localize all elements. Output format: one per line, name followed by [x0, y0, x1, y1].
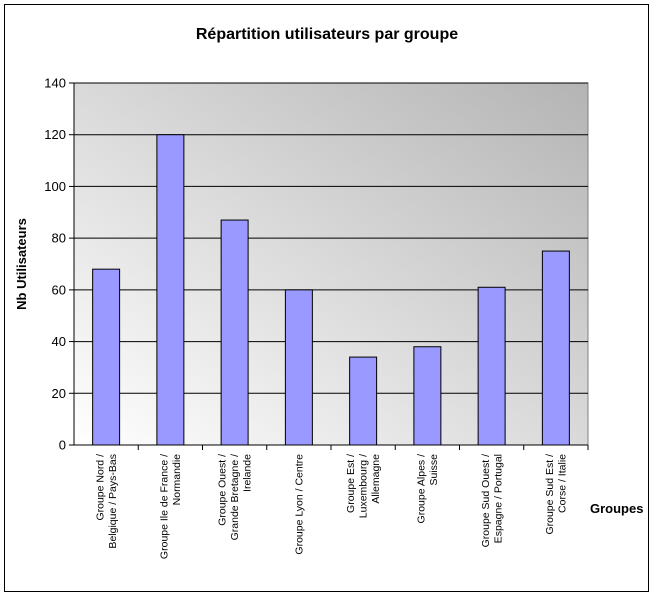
x-tick-label: Groupe Est /Luxembourg /Allemagne: [345, 454, 382, 518]
x-tick-label-line: Groupe Nord /: [94, 454, 106, 521]
x-tick-label-line: Belgique / Pays-Bas: [107, 454, 119, 549]
y-tick-label: 100: [44, 179, 66, 194]
bars: [92, 134, 570, 446]
x-axis-title: Groupes: [590, 501, 643, 516]
x-tick-label-line: Groupe Est /: [345, 454, 357, 513]
bar: [220, 219, 249, 446]
chart-title: Répartition utilisateurs par groupe: [196, 26, 458, 43]
x-tick-label-line: Irelande: [242, 454, 254, 492]
x-tick-label-line: Groupe Ouest /: [217, 454, 229, 526]
x-tick-label-line: Luxembourg /: [358, 454, 370, 518]
x-tick-label: Groupe Nord /Belgique / Pays-Bas: [94, 454, 119, 549]
x-tick-label: Groupe Ile de France /Normandie: [159, 454, 184, 559]
x-tick-label-line: Espagne / Portugal: [492, 454, 504, 543]
bar: [413, 346, 442, 446]
y-tick-label: 80: [52, 231, 66, 246]
y-tick-label: 0: [59, 438, 66, 453]
x-tick-label: Groupe Sud Ouest /Espagne / Portugal: [480, 454, 505, 547]
x-tick-label-line: Groupe Alpes /: [416, 454, 428, 524]
y-tick-label: 140: [44, 76, 66, 91]
bar: [541, 250, 570, 446]
x-tick-label-line: Groupe Lyon / Centre: [293, 454, 305, 555]
y-tick-label: 60: [52, 282, 66, 297]
y-tick-label: 20: [52, 386, 66, 401]
x-tick-label-line: Groupe Sud Ouest /: [480, 454, 492, 547]
x-tick-label: Groupe Alpes /Suisse: [416, 454, 441, 524]
y-tick-label: 120: [44, 127, 66, 142]
x-tick-label: Groupe Sud Est /Corse / Italie: [544, 454, 569, 535]
y-axis-ticks: 0 20 40 60 80 100 120 140: [44, 76, 74, 453]
x-tick-label-line: Suisse: [428, 454, 440, 486]
x-tick-label-line: Allemagne: [370, 454, 382, 504]
x-tick-label-line: Grande Bretagne /: [229, 454, 241, 540]
x-tick-label: Groupe Lyon / Centre: [293, 454, 305, 555]
x-tick-label-line: Groupe Sud Est /: [544, 454, 556, 535]
x-tick-label: Groupe Ouest /Grande Bretagne /Irelande: [217, 454, 254, 541]
x-tick-label-line: Normandie: [171, 454, 183, 506]
x-tick-label-line: Groupe Ile de France /: [159, 454, 171, 559]
plot-area: [73, 82, 589, 446]
x-tick-label-line: Corse / Italie: [557, 454, 569, 513]
chart-frame: Répartition utilisateurs par groupe 0 20 4…: [4, 4, 649, 592]
y-tick-label: 40: [52, 334, 66, 349]
x-axis-category-labels: Groupe Nord /Belgique / Pays-Bas Groupe I…: [94, 454, 568, 559]
bar: [349, 356, 378, 446]
y-axis-title: Nb Utilisateurs: [14, 218, 29, 310]
bar: [284, 289, 313, 446]
bar: [156, 134, 185, 446]
x-axis-ticks: [137, 445, 589, 450]
bar: [92, 268, 121, 446]
bar: [477, 286, 506, 446]
bar-chart: Répartition utilisateurs par groupe 0 20 4…: [14, 26, 643, 559]
